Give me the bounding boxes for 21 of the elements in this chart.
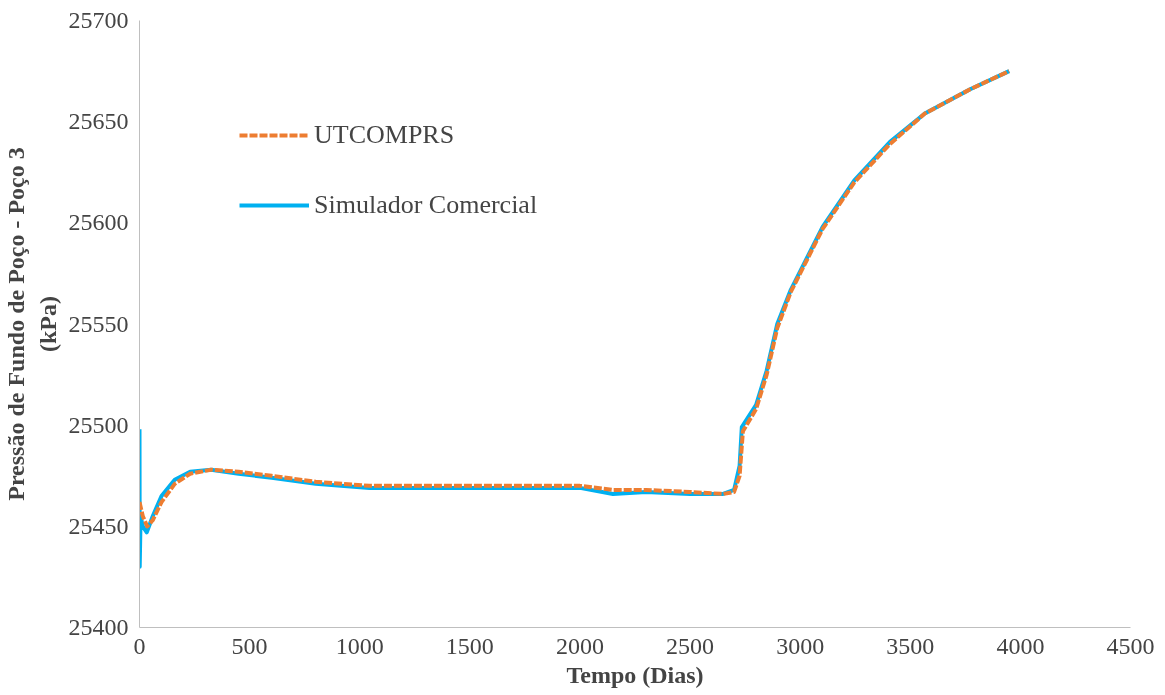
x-tick-label: 3500 (886, 632, 935, 659)
y-tick-label: 25700 (68, 7, 129, 33)
x-tick-label: 500 (231, 632, 268, 659)
x-tick-label: 2500 (666, 632, 715, 659)
x-tick-label: 4000 (996, 632, 1045, 659)
y-tick-label: 25400 (68, 614, 129, 640)
x-tick-label: 0 (133, 632, 146, 659)
y-tick-label: 25600 (68, 209, 129, 236)
x-tick-label: 1000 (335, 632, 384, 659)
x-tick-label: 3000 (776, 632, 825, 659)
y-tick-label: 25450 (68, 512, 129, 539)
x-axis-title: Tempo (Dias) (566, 661, 704, 688)
y-axis-title: Pressão de Fundo de Poço - Poço 3 (kPa) (3, 147, 61, 501)
legend-label: UTCOMPRS (314, 120, 455, 150)
x-tick-label: 2000 (555, 632, 604, 659)
y-tick-label: 25500 (68, 411, 129, 438)
y-tick-label: 25550 (68, 310, 129, 337)
x-tick-label: 1500 (445, 632, 494, 659)
legend-label: Simulador Comercial (314, 190, 538, 220)
x-tick-label: 4500 (1106, 632, 1155, 659)
y-tick-label: 25650 (68, 108, 129, 135)
